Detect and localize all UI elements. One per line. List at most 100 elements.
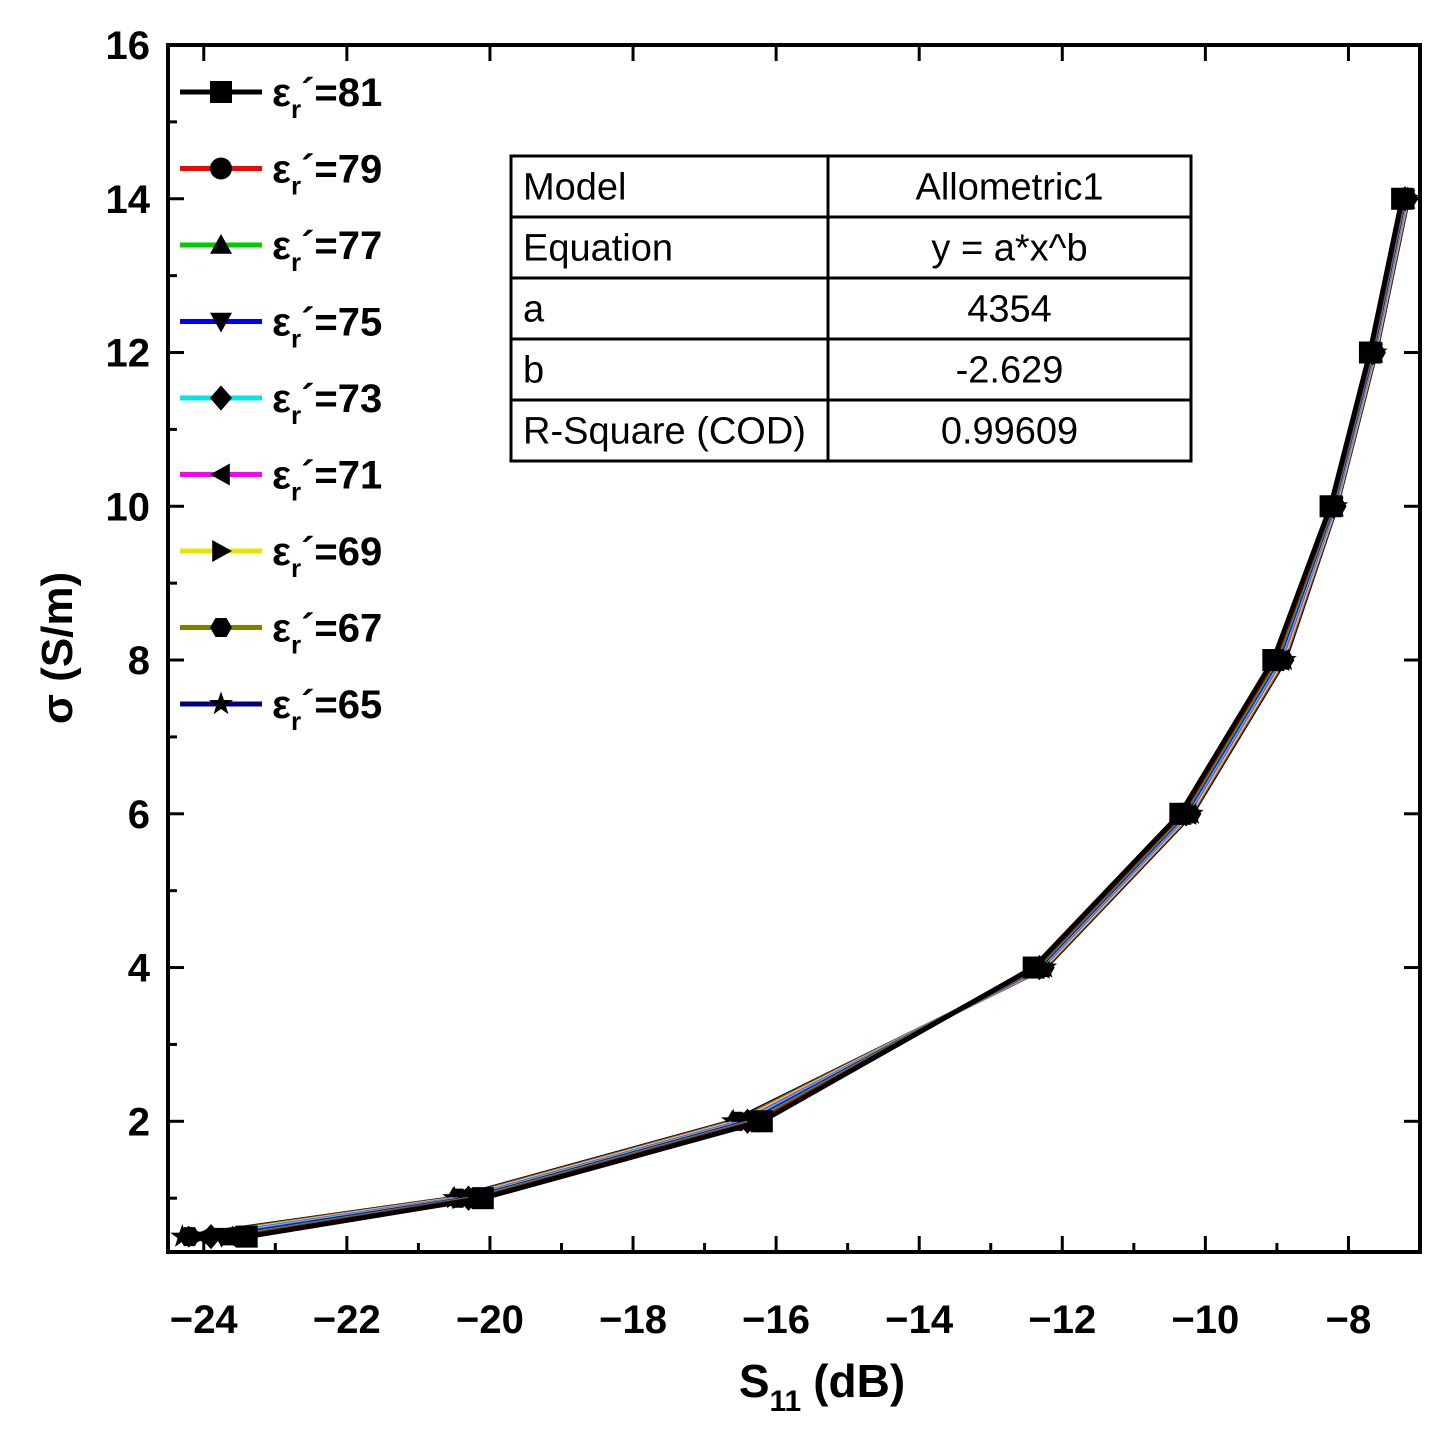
legend-swatch-marker-3 [210,312,232,333]
series-0-point-3 [1022,956,1045,979]
fit-table-value-0: Allometric1 [916,167,1104,209]
legend-label-sub-2: r [291,247,301,277]
legend-label-8: εr´=65 [272,683,382,736]
x-tick-label-2: −20 [456,1298,524,1342]
legend-label-suffix-4: ´=73 [301,377,382,421]
legend-swatch-marker-4 [210,385,232,411]
fit-table-value-2: 4354 [967,289,1052,331]
series-0-point-6 [1319,495,1342,518]
x-tick-label-6: −12 [1028,1298,1096,1342]
x-tick-label-1: −22 [313,1298,381,1342]
legend-label-suffix-2: ´=77 [301,224,382,268]
legend-label-sub-0: r [291,94,301,124]
legend-label-5: εr´=71 [272,454,382,507]
legend-swatch-marker-1 [210,157,232,180]
legend-label-suffix-8: ´=65 [301,683,382,727]
legend-entry-0: εr´=81 [180,71,382,124]
y-tick-label-3: 8 [128,639,150,683]
legend-label-7: εr´=67 [272,607,382,660]
legend-label-prefix-4: ε [272,377,291,421]
legend-label-3: εr´=75 [272,301,382,354]
legend-label-suffix-6: ´=69 [301,530,382,574]
legend-label-suffix-7: ´=67 [301,607,382,651]
legend-swatch-marker-0 [210,81,232,103]
legend-label-prefix-3: ε [272,301,291,345]
legend-label-sub-3: r [291,324,301,354]
legend-label-1: εr´=79 [272,148,382,201]
x-tick-label-4: −16 [742,1298,810,1342]
legend-swatch-marker-5 [210,463,230,486]
y-tick-label-2: 6 [128,793,150,837]
y-tick-label-7: 16 [106,24,151,68]
legend-label-sub-4: r [291,400,301,430]
fit-table-key-3: b [523,350,544,392]
y-tick-label-0: 2 [128,1100,150,1144]
fit-table-border [509,154,1193,463]
legend-entry-6: εr´=69 [180,530,382,583]
x-tick-label-5: −14 [885,1298,954,1342]
fit-table-value-4: 0.99609 [941,411,1078,453]
legend-label-sub-7: r [291,630,301,660]
legend-label-suffix-3: ´=75 [301,301,382,345]
y-tick-label-1: 4 [128,947,151,991]
legend-swatch-marker-6 [212,540,232,562]
legend-entry-7: εr´=67 [180,607,382,660]
legend-entry-1: εr´=79 [180,148,382,201]
legend-entry-2: εr´=77 [180,224,382,277]
series-0-point-7 [1358,341,1381,364]
legend-label-prefix-8: ε [272,683,291,727]
x-tick-label-0: −24 [170,1298,239,1342]
legend-entry-5: εr´=71 [180,454,382,507]
x-tick-label-8: −8 [1326,1298,1372,1342]
legend-swatch-marker-8 [208,691,234,715]
legend-label-4: εr´=73 [272,377,382,430]
legend-label-6: εr´=69 [272,530,382,583]
legend-label-prefix-5: ε [272,454,291,498]
legend-label-prefix-7: ε [272,607,291,651]
fit-table-key-2: a [523,289,545,331]
legend-label-sub-6: r [291,553,301,583]
legend-swatch-marker-7 [210,617,232,638]
legend-entry-3: εr´=75 [180,301,382,354]
legend-label-sub-5: r [291,477,301,507]
series-0 [235,187,1414,1248]
y-tick-label-5: 12 [106,332,151,376]
y-tick-label-4: 10 [106,485,151,529]
legend-label-2: εr´=77 [272,224,382,277]
fit-table-value-3: -2.629 [956,350,1064,392]
legend-label-sub-8: r [291,706,301,736]
legend-label-prefix-2: ε [272,224,291,268]
legend-label-0: εr´=81 [272,71,382,124]
fit-table-key-4: R-Square (COD) [523,411,806,453]
series-0-point-2 [750,1110,773,1133]
legend-label-suffix-1: ´=79 [301,148,382,192]
series-0-point-1 [471,1187,494,1210]
fit-table-key-0: Model [523,167,627,209]
legend-label-prefix-1: ε [272,148,291,192]
series-0-point-8 [1391,187,1414,210]
x-axis-label-unit: (dB) [813,1355,905,1407]
x-tick-label-3: −18 [599,1298,667,1342]
fit-table-value-1: y = a*x^b [931,228,1087,270]
fit-table-key-1: Equation [523,228,673,270]
x-axis-label-main: S [739,1355,770,1407]
legend-label-suffix-5: ´=71 [301,454,382,498]
series-3-point-0 [210,1227,233,1248]
x-tick-label-7: −10 [1171,1298,1239,1342]
x-axis-label: S11 (dB) [739,1355,905,1418]
series-0-point-4 [1169,802,1192,825]
legend-label-prefix-6: ε [272,530,291,574]
x-axis-label-sub: 11 [770,1385,802,1418]
legend-entry-4: εr´=73 [180,377,382,430]
series-0-point-5 [1262,649,1285,672]
series-layer [170,186,1420,1250]
fit-table: Model Allometric1 Equation y = a*x^b a 4354 b -… [509,154,1193,463]
legend-entry-8: εr´=65 [180,683,382,736]
y-tick-label-6: 14 [106,178,151,222]
legend-swatch-marker-2 [210,234,232,254]
axis-ticks: −24 −22 −20 −18 −16 −14 −12 −10 −8 2 4 6 8 10 12 14 16 [106,24,1420,1342]
series-0-point-0 [235,1225,258,1248]
y-axis-label: σ (S/m) [33,572,82,724]
